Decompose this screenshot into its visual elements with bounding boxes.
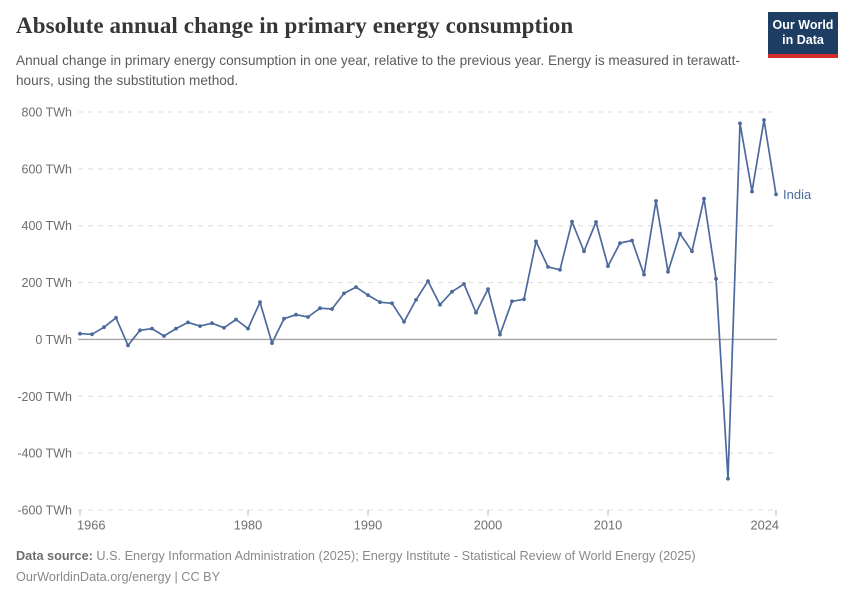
y-axis-label: -600 TWh <box>17 504 72 518</box>
data-point[interactable] <box>534 239 538 244</box>
data-point[interactable] <box>342 291 346 296</box>
y-axis-label: 400 TWh <box>22 219 73 233</box>
data-point[interactable] <box>570 219 574 224</box>
data-point[interactable] <box>618 241 622 246</box>
data-point[interactable] <box>774 192 778 197</box>
chart-footer: Data source: U.S. Energy Information Adm… <box>16 546 836 589</box>
data-point[interactable] <box>642 272 646 277</box>
data-point[interactable] <box>606 264 610 268</box>
x-axis-label: 2000 <box>474 518 502 533</box>
y-axis-label: -400 TWh <box>17 447 72 461</box>
data-point[interactable] <box>318 306 322 311</box>
data-point[interactable] <box>450 289 454 294</box>
data-point[interactable] <box>390 301 394 306</box>
data-point[interactable] <box>486 287 490 291</box>
data-point[interactable] <box>162 334 166 338</box>
data-point[interactable] <box>414 298 418 302</box>
data-point[interactable] <box>354 285 358 289</box>
data-point[interactable] <box>366 293 370 297</box>
data-point[interactable] <box>138 328 142 333</box>
y-axis-label: 600 TWh <box>22 162 73 176</box>
footer-separator: | <box>170 570 182 585</box>
data-point[interactable] <box>714 277 718 281</box>
line-chart[interactable]: 800 TWh 600 TWh 400 TWh 200 TWh 0 TWh -200 TW… <box>0 0 850 545</box>
chart-title: Absolute annual change in primary energy… <box>16 13 574 38</box>
data-point[interactable] <box>174 326 178 331</box>
data-point[interactable] <box>246 326 250 331</box>
data-point[interactable] <box>462 282 466 286</box>
owid-energy-link[interactable]: OurWorldinData.org/energy <box>16 570 171 585</box>
owid-logo[interactable]: Our World in Data <box>768 12 838 58</box>
y-axis-label: 0 TWh <box>35 333 72 347</box>
data-point[interactable] <box>522 297 526 302</box>
data-point[interactable] <box>186 320 190 325</box>
data-point[interactable] <box>126 343 130 348</box>
data-line[interactable] <box>79 119 777 480</box>
data-point[interactable] <box>282 316 286 321</box>
cc-by-link[interactable]: CC BY <box>181 570 221 585</box>
data-point[interactable] <box>378 300 382 305</box>
x-axis-label: 1980 <box>234 518 262 533</box>
x-axis-label: 2024 <box>751 518 779 533</box>
data-point[interactable] <box>198 324 202 328</box>
data-point[interactable] <box>738 121 742 126</box>
data-point[interactable] <box>750 189 754 194</box>
data-source-line: Data source: U.S. Energy Information Adm… <box>16 546 836 567</box>
chart-subtitle: Annual change in primary energy consumpt… <box>16 53 740 89</box>
data-point[interactable] <box>270 341 274 345</box>
data-point[interactable] <box>510 299 514 304</box>
data-point[interactable] <box>654 199 658 203</box>
data-point[interactable] <box>678 231 682 236</box>
x-axis-label: 1966 <box>77 518 105 533</box>
data-point[interactable] <box>114 315 118 320</box>
x-axis-label: 1990 <box>354 518 382 533</box>
data-point[interactable] <box>594 220 598 224</box>
data-point[interactable] <box>294 312 298 317</box>
y-axis-label: 200 TWh <box>22 276 73 290</box>
data-point[interactable] <box>702 196 706 201</box>
data-point[interactable] <box>762 118 766 122</box>
data-point[interactable] <box>726 476 730 481</box>
data-point[interactable] <box>474 310 478 315</box>
series-label: India <box>783 187 812 202</box>
data-point[interactable] <box>330 307 334 311</box>
data-point[interactable] <box>402 319 406 324</box>
data-point[interactable] <box>210 321 214 326</box>
y-axis-label: -200 TWh <box>17 390 72 404</box>
y-axis-label: 800 TWh <box>22 106 73 120</box>
x-axis-label: 2010 <box>594 518 622 533</box>
owid-logo-line1: Our World <box>772 18 834 32</box>
data-source-text: U.S. Energy Information Administration (… <box>92 549 696 563</box>
data-point[interactable] <box>582 249 586 254</box>
license-line: OurWorldinData.org/energy | CC BY <box>16 567 836 588</box>
data-point[interactable] <box>438 302 442 307</box>
data-point[interactable] <box>78 331 82 336</box>
data-point[interactable] <box>690 249 694 254</box>
data-point[interactable] <box>234 317 238 322</box>
data-point[interactable] <box>546 265 550 269</box>
data-point[interactable] <box>630 238 634 243</box>
owid-logo-line2: in Data <box>782 33 824 48</box>
data-point[interactable] <box>498 332 502 337</box>
data-point[interactable] <box>258 300 262 305</box>
data-point[interactable] <box>102 325 106 330</box>
data-source-label: Data source: <box>16 549 93 563</box>
data-point[interactable] <box>426 279 430 283</box>
data-point[interactable] <box>222 325 226 330</box>
data-point[interactable] <box>666 269 670 274</box>
data-point[interactable] <box>90 332 94 337</box>
data-point[interactable] <box>306 315 310 319</box>
data-point[interactable] <box>558 267 562 272</box>
data-point[interactable] <box>150 326 154 331</box>
